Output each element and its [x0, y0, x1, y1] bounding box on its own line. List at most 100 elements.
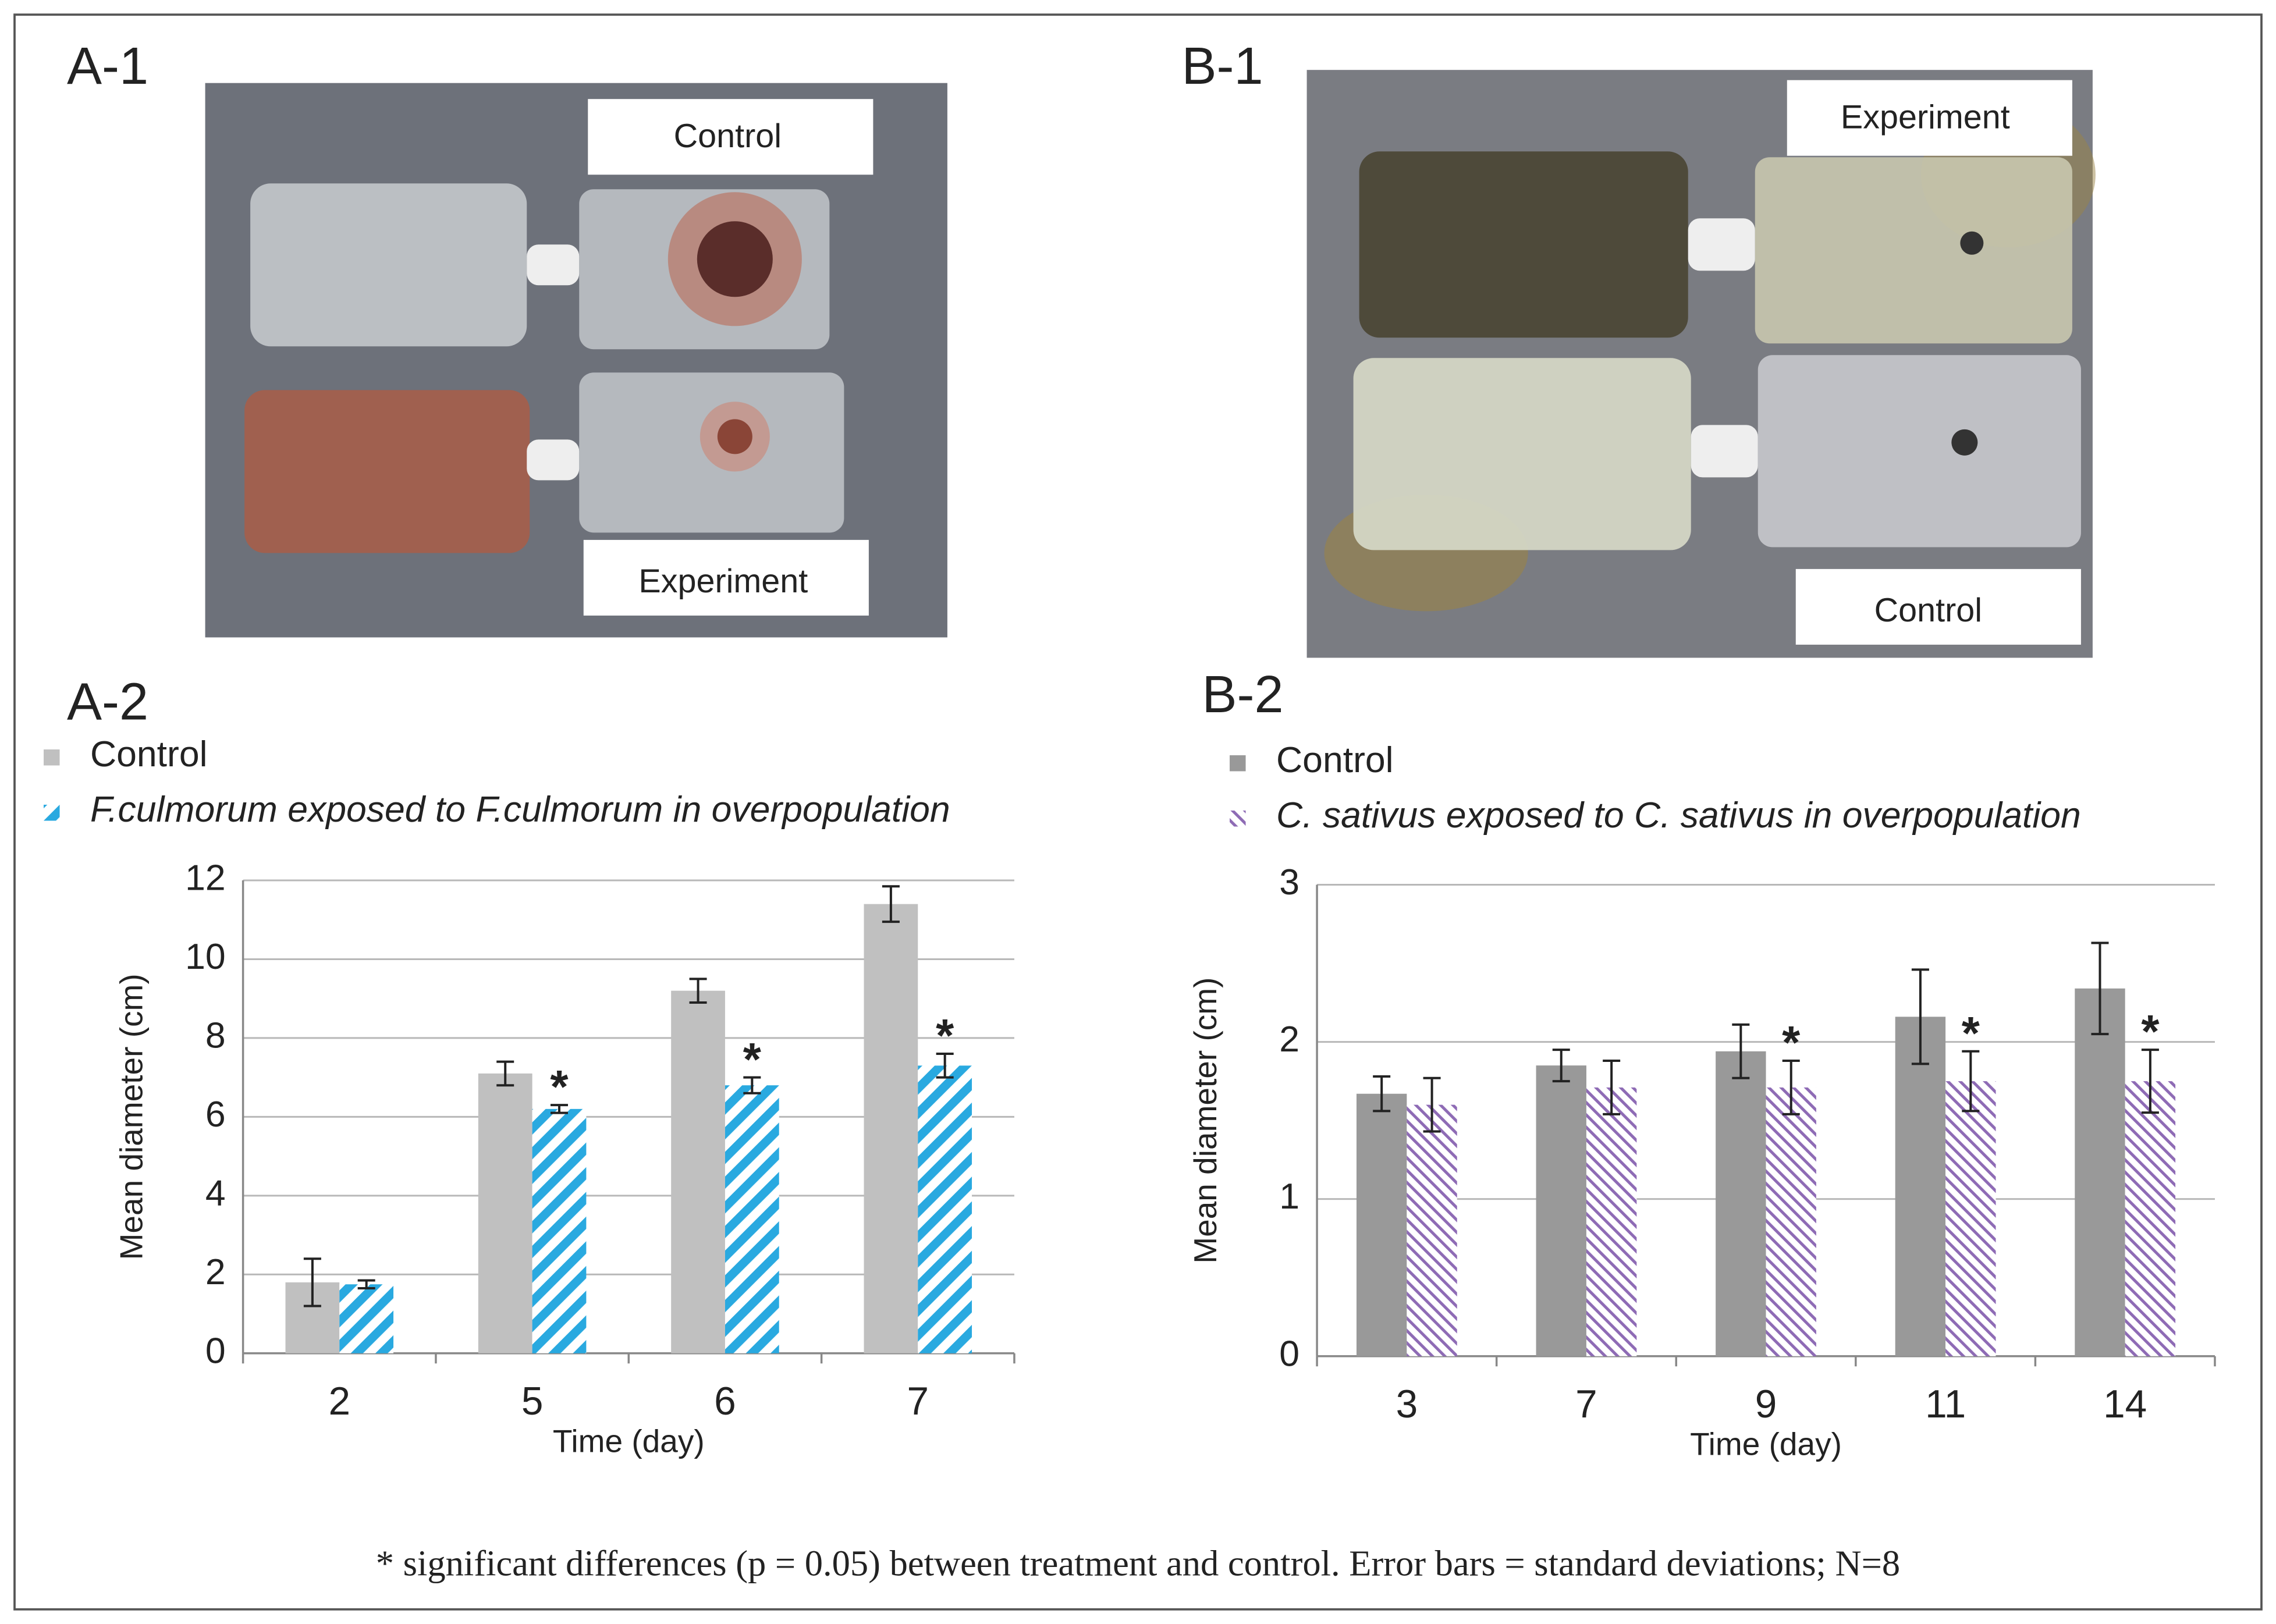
colony: [1960, 231, 1984, 255]
bar: [532, 1108, 587, 1353]
error-bar: [1552, 1049, 1570, 1083]
error-bar: [303, 1257, 321, 1307]
y-axis-title: Mean diameter (cm): [113, 973, 150, 1260]
bar: [2075, 988, 2125, 1356]
error-bar: [936, 1053, 954, 1079]
error-bar: [1911, 968, 1929, 1065]
significance-marker: *: [743, 1033, 762, 1085]
bar: [918, 1065, 972, 1353]
photo-caption: Control: [674, 118, 782, 155]
error-bar: [743, 1076, 761, 1094]
photo-caption: Experiment: [1841, 98, 2010, 136]
flask: [1755, 157, 2072, 344]
significance-marker: *: [1782, 1017, 1801, 1068]
caption-box: [1787, 80, 2072, 156]
photo-caption: Control: [1874, 592, 1982, 629]
bar: [1356, 1093, 1407, 1356]
error-bar: [689, 978, 707, 1004]
error-bar: [496, 1060, 514, 1087]
legend-swatch: [44, 749, 60, 766]
error-bar: [1423, 1076, 1441, 1133]
y-tick-label: 12: [185, 858, 226, 898]
bar: [864, 904, 918, 1353]
flask: [1757, 355, 2081, 548]
error-bar: [2141, 1049, 2159, 1114]
legend-label: Control: [90, 734, 207, 774]
significance-marker: *: [2141, 1005, 2160, 1057]
footnote: * significant differences (p = 0.05) bet…: [376, 1543, 1900, 1584]
error-bar: [1962, 1050, 1980, 1113]
x-tick-label: 5: [521, 1380, 544, 1423]
x-axis-title: Time (day): [1690, 1426, 1842, 1462]
flask: [1359, 151, 1688, 338]
caption-box: [583, 539, 869, 616]
y-tick-label: 8: [205, 1015, 226, 1056]
error-bar: [1782, 1060, 1800, 1115]
x-axis-title: Time (day): [553, 1423, 705, 1459]
x-tick-label: 11: [1925, 1383, 1966, 1426]
photo-b1: Experiment Control: [1306, 70, 2096, 658]
flask-neck: [527, 244, 580, 286]
y-tick-label: 2: [1279, 1019, 1299, 1060]
y-tick-label: 1: [1279, 1176, 1299, 1217]
photo-a1: Control Experiment: [205, 83, 947, 638]
legend-label: C. sativus exposed to C. sativus in over…: [1276, 795, 2081, 836]
x-tick-label: 7: [1575, 1383, 1597, 1426]
x-tick-label: 9: [1755, 1383, 1777, 1426]
y-tick-label: 4: [205, 1172, 226, 1213]
error-bar: [550, 1104, 568, 1114]
error-bar: [1373, 1075, 1391, 1113]
bar: [671, 990, 725, 1353]
y-tick-label: 3: [1279, 862, 1299, 902]
colony: [1951, 429, 1978, 456]
y-tick-label: 0: [205, 1330, 226, 1371]
error-bar: [882, 885, 900, 923]
flask: [244, 390, 530, 553]
bar: [1716, 1051, 1766, 1356]
error-bar: [2091, 941, 2109, 1036]
colony-center: [697, 221, 773, 297]
bar: [1945, 1081, 1996, 1356]
legend-label: F.culmorum exposed to F.culmorum in over…: [90, 789, 950, 830]
legend-label: Control: [1276, 740, 1393, 780]
photo-caption: Experiment: [638, 563, 808, 600]
panel-label: B-2: [1202, 666, 1284, 724]
bar: [1895, 1017, 1946, 1356]
bar: [1407, 1104, 1457, 1356]
legend-swatch: [1230, 810, 1246, 827]
legend-swatch: [1230, 755, 1246, 772]
significance-marker: *: [936, 1010, 954, 1061]
bar: [1586, 1087, 1637, 1356]
y-tick-label: 6: [205, 1094, 226, 1135]
flask-neck: [1688, 218, 1755, 271]
significance-marker: *: [1962, 1007, 1980, 1059]
colony-center: [717, 419, 752, 454]
x-tick-label: 6: [714, 1380, 736, 1423]
caption-box: [1795, 568, 2081, 645]
significance-marker: *: [550, 1061, 569, 1113]
x-tick-label: 2: [329, 1380, 351, 1423]
x-tick-label: 7: [907, 1380, 929, 1423]
panel-label: A-1: [67, 37, 148, 95]
legend-swatch: [44, 804, 60, 821]
bar: [339, 1284, 394, 1353]
y-axis-title: Mean diameter (cm): [1187, 978, 1223, 1264]
flask-neck: [527, 439, 580, 481]
error-bar: [1603, 1060, 1621, 1115]
caption-box: [588, 99, 874, 175]
error-bar: [1732, 1023, 1750, 1079]
flask: [250, 183, 527, 347]
y-tick-label: 2: [205, 1252, 226, 1292]
flask-neck: [1691, 425, 1758, 478]
panel-label: B-1: [1182, 37, 1263, 95]
bar: [2125, 1081, 2176, 1356]
bar: [478, 1073, 532, 1353]
bar: [1766, 1087, 1816, 1356]
panel-label: A-2: [67, 673, 148, 731]
error-bar: [357, 1279, 375, 1289]
bar: [725, 1085, 779, 1353]
x-tick-label: 14: [2103, 1383, 2147, 1426]
bar: [1536, 1065, 1586, 1356]
